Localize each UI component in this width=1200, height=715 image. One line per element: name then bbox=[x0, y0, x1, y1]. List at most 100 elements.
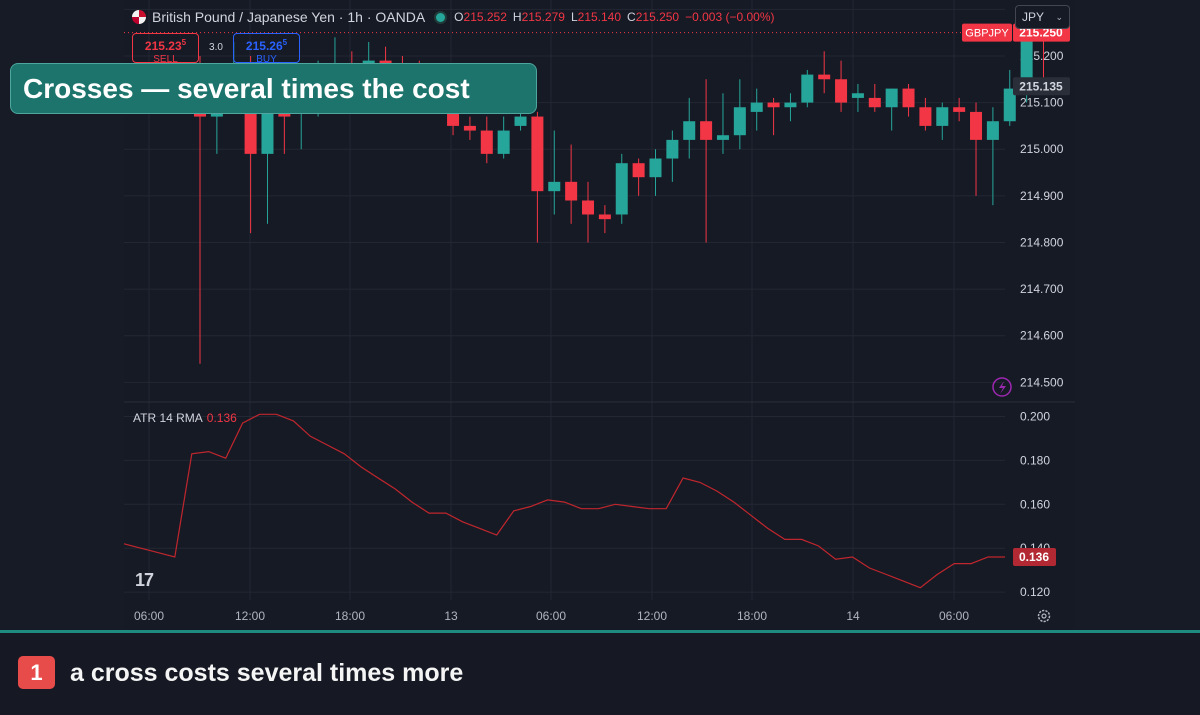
divider bbox=[0, 630, 1200, 633]
candle-up bbox=[615, 163, 628, 215]
price-tick-label: 214.900 bbox=[1020, 189, 1064, 203]
atr-line bbox=[124, 413, 1005, 589]
atr-tick-label: 0.180 bbox=[1020, 453, 1050, 467]
price-tick-label: 214.800 bbox=[1020, 235, 1064, 249]
currency-flag-icon bbox=[132, 10, 146, 24]
candle-up bbox=[851, 93, 864, 98]
close-value: 215.250 bbox=[635, 10, 680, 24]
sell-button[interactable]: 215.235 SELL bbox=[132, 33, 199, 65]
x-tick-label: 06:00 bbox=[536, 609, 566, 623]
currency-select[interactable]: JPY ⌄ bbox=[1015, 5, 1070, 29]
buy-label: BUY bbox=[256, 54, 277, 65]
x-tick-label: 12:00 bbox=[235, 609, 265, 623]
price-tick-label: 214.700 bbox=[1020, 282, 1064, 296]
symbol-header: British Pound / Japanese Yen · 1h · OAND… bbox=[132, 6, 775, 28]
candle-up bbox=[1003, 88, 1016, 122]
gear-inner bbox=[1041, 613, 1047, 619]
candle-down bbox=[767, 102, 780, 108]
candle-down bbox=[598, 214, 611, 220]
candle-up bbox=[784, 102, 797, 108]
candle-up bbox=[666, 139, 679, 159]
candle-up bbox=[514, 116, 527, 126]
atr-tick-label: 0.200 bbox=[1020, 410, 1050, 424]
candle-down bbox=[565, 181, 578, 201]
sell-price-pip: 5 bbox=[181, 38, 187, 47]
currency-value: JPY bbox=[1022, 10, 1045, 24]
candle-up bbox=[649, 158, 662, 178]
open-key: O bbox=[454, 10, 464, 24]
price-tick-label: 215.100 bbox=[1020, 96, 1064, 110]
candle-down bbox=[919, 107, 932, 126]
candle-down bbox=[953, 107, 966, 112]
low-key: L bbox=[570, 10, 578, 24]
buy-price: 215.26 bbox=[245, 39, 283, 53]
atr-last-label: 0.136 bbox=[1019, 550, 1049, 564]
candle-up bbox=[261, 111, 274, 154]
candle-up bbox=[750, 102, 763, 112]
candle-up bbox=[733, 107, 746, 136]
crosshair-price-label: 215.135 bbox=[1019, 79, 1063, 93]
symbol-title[interactable]: British Pound / Japanese Yen · 1h · OAND… bbox=[152, 9, 426, 25]
candle-up bbox=[1020, 32, 1033, 89]
x-tick-label: 12:00 bbox=[637, 609, 667, 623]
x-tick-label: 18:00 bbox=[335, 609, 365, 623]
atr-tick-label: 0.160 bbox=[1020, 497, 1050, 511]
settings-gear-icon[interactable] bbox=[1037, 609, 1051, 623]
atr-tick-label: 0.120 bbox=[1020, 585, 1050, 599]
symbol-marker-box bbox=[962, 23, 1012, 42]
candle-down bbox=[632, 163, 645, 178]
sell-label: SELL bbox=[153, 54, 178, 65]
candle-up bbox=[548, 181, 561, 192]
atr-last-box bbox=[1013, 547, 1056, 566]
candle-down bbox=[818, 74, 831, 80]
market-status-icon bbox=[436, 12, 446, 22]
tradingview-logo: 17 bbox=[135, 570, 154, 590]
callout-banner: Crosses — several times the cost bbox=[10, 63, 537, 114]
x-tick-label: 13 bbox=[444, 609, 458, 623]
high-key: H bbox=[512, 10, 522, 24]
candle-up bbox=[801, 74, 814, 103]
buy-price-pip: 5 bbox=[282, 38, 288, 47]
candle-down bbox=[582, 200, 595, 215]
lightning-icon-bolt bbox=[999, 381, 1006, 394]
low-value: 215.140 bbox=[577, 10, 622, 24]
candle-down bbox=[970, 111, 983, 140]
high-value: 215.279 bbox=[521, 10, 565, 24]
x-tick-label: 18:00 bbox=[737, 609, 767, 623]
symbol-marker-label: GBPJPY bbox=[965, 28, 1009, 40]
candle-down bbox=[868, 97, 881, 108]
buy-button[interactable]: 215.265 BUY bbox=[233, 33, 300, 65]
chevron-down-icon: ⌄ bbox=[1055, 11, 1063, 22]
candle-up bbox=[716, 135, 729, 140]
caption-text: a cross costs several times more bbox=[70, 659, 464, 687]
x-tick-label: 06:00 bbox=[134, 609, 164, 623]
candle-down bbox=[278, 111, 291, 117]
candle-down bbox=[835, 79, 848, 103]
crosshair-price-box bbox=[1013, 77, 1070, 96]
atr-label: ATR 14 RMA bbox=[133, 411, 203, 425]
atr-legend[interactable]: ATR 14 RMA 0.136 bbox=[133, 411, 237, 425]
candle-up bbox=[986, 121, 999, 140]
sell-price: 215.23 bbox=[144, 39, 182, 53]
candle-down bbox=[531, 116, 544, 192]
gear-outer bbox=[1037, 609, 1051, 623]
candle-down bbox=[463, 125, 476, 131]
candle-up bbox=[885, 88, 898, 108]
lightning-icon[interactable] bbox=[992, 377, 1012, 397]
candle-down bbox=[902, 88, 915, 108]
price-tick-label: 215.000 bbox=[1020, 142, 1064, 156]
change-value: −0.003 (−0.00%) bbox=[685, 10, 775, 24]
candle-down bbox=[480, 130, 493, 154]
close-key: C bbox=[627, 10, 636, 24]
candle-up bbox=[936, 107, 949, 126]
x-tick-label: 14 bbox=[846, 609, 860, 623]
last-price-label: 215.250 bbox=[1019, 26, 1063, 40]
candle-up bbox=[497, 130, 510, 154]
atr-value: 0.136 bbox=[206, 411, 237, 425]
candle-up bbox=[683, 121, 696, 140]
spread-value: 3.0 bbox=[209, 42, 223, 53]
price-tick-label: 214.600 bbox=[1020, 329, 1064, 343]
caption-bar bbox=[0, 633, 1200, 715]
x-tick-label: 06:00 bbox=[939, 609, 969, 623]
